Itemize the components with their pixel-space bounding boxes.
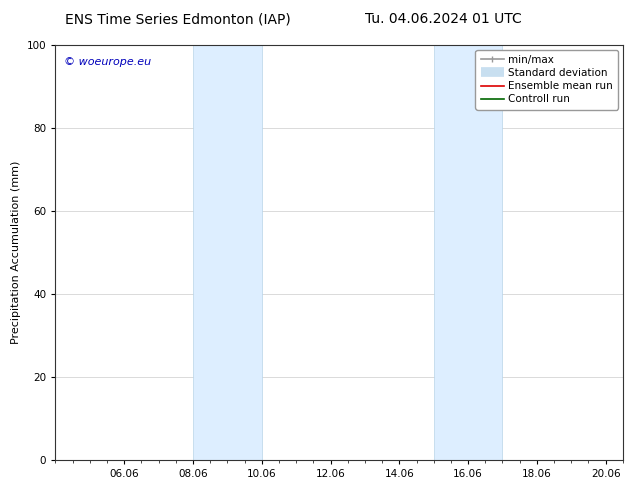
Text: ENS Time Series Edmonton (IAP): ENS Time Series Edmonton (IAP) [65, 12, 290, 26]
Y-axis label: Precipitation Accumulation (mm): Precipitation Accumulation (mm) [11, 161, 21, 344]
Text: © woeurope.eu: © woeurope.eu [64, 57, 151, 67]
Bar [434, 45, 503, 460]
Bar [193, 45, 262, 460]
Text: Tu. 04.06.2024 01 UTC: Tu. 04.06.2024 01 UTC [365, 12, 522, 26]
Legend: min/max, Standard deviation, Ensemble mean run, Controll run: min/max, Standard deviation, Ensemble me… [476, 49, 618, 109]
